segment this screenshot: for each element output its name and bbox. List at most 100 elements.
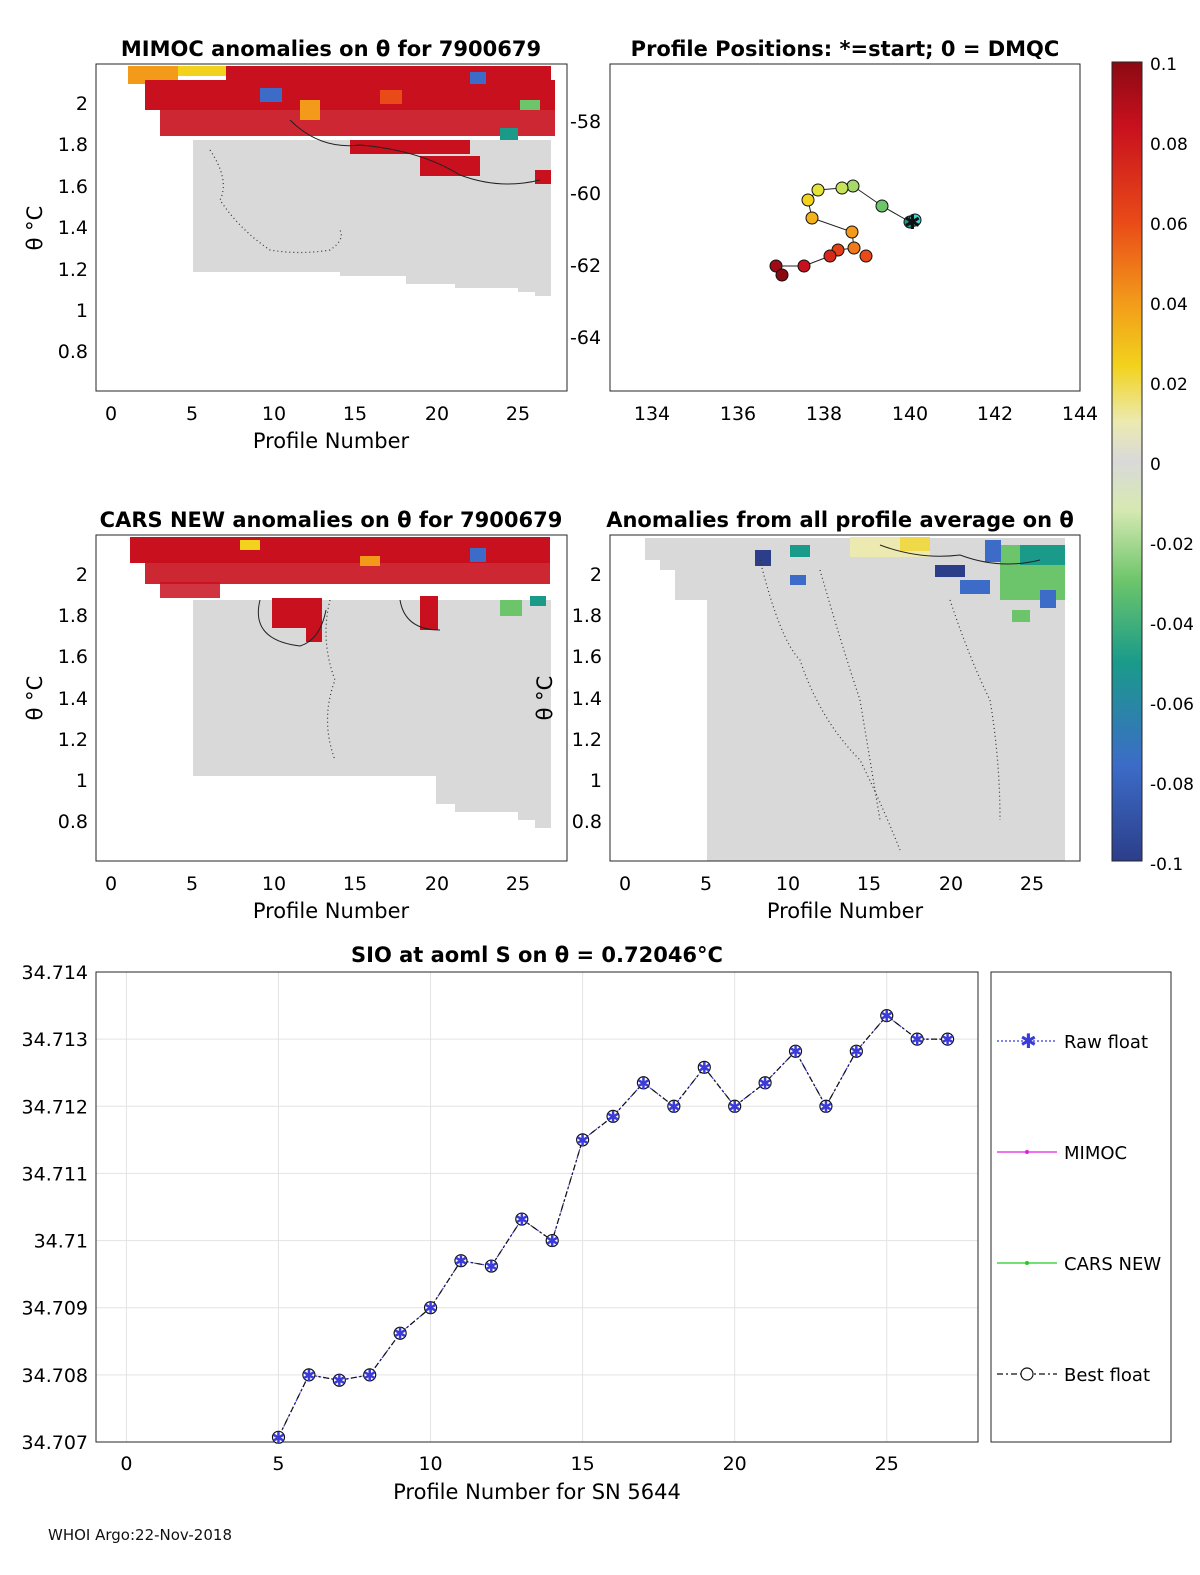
colorbar-tick: 0.1	[1150, 55, 1177, 75]
series-line-best	[277, 1014, 948, 1438]
positions-x-ticks: 134 136 138 140 142 144	[634, 403, 1098, 425]
average-y-ticks: 2 1.8 1.6 1.4 1.2 1 0.8	[572, 564, 602, 833]
raw-float-point: ✱	[850, 1042, 863, 1061]
legend-entry: MIMOC	[1064, 1143, 1127, 1164]
y-tick-label: 34.714	[22, 962, 88, 984]
legend-entry: CARS NEW	[1064, 1254, 1161, 1275]
mimoc-x-label: Profile Number	[253, 429, 410, 453]
chart-x-label: Profile Number for SN 5644	[393, 1480, 681, 1504]
position-marker	[823, 249, 837, 263]
colorbar-tick: 0.04	[1150, 295, 1188, 315]
legend-cars-dot-icon	[1025, 1261, 1029, 1265]
chart-ticks: 0 5 10 15 20 25 34.714 34.713 34.712 34.711 34.71 3…	[22, 962, 899, 1475]
colorbar: 0.1 0.08 0.06 0.04 0.02 0 -0.02 -0.04 -0…	[1111, 55, 1194, 875]
mimoc-heatmap	[128, 66, 555, 296]
raw-float-point: ✱	[758, 1074, 771, 1093]
colorbar-tick: 0	[1150, 455, 1161, 475]
cars-panel: CARS NEW anomalies on θ for 7900679 0 5 …	[23, 508, 568, 923]
best-float-point	[728, 1099, 742, 1113]
cars-x-label: Profile Number	[253, 899, 410, 923]
y-tick-label: 1.2	[58, 729, 88, 751]
y-tick-label: 2	[76, 93, 88, 115]
x-tick-label: 0	[105, 873, 117, 895]
mimoc-x-ticks: 0 5 10 15 20 25	[105, 403, 530, 425]
best-float-point	[271, 1430, 286, 1444]
y-tick-label: 34.709	[22, 1298, 88, 1320]
positions-track: ✱	[769, 179, 922, 282]
raw-float-point: ✱	[424, 1299, 437, 1318]
raw-float-point: ✱	[941, 1030, 954, 1049]
colorbar-tick: 0.06	[1150, 215, 1188, 235]
salinity-chart: SIO at aoml S on θ = 0.72046°C 0 5 10 15 20 2…	[22, 943, 1172, 1504]
raw-float-point: ✱	[302, 1366, 315, 1385]
chart-grid	[96, 971, 978, 1443]
y-tick-label: 0.8	[58, 341, 88, 363]
chart-legend: ✱ Raw float MIMOC CARS NEW Best float	[990, 971, 1172, 1443]
position-marker	[801, 193, 815, 207]
x-tick-label: 10	[262, 403, 286, 425]
best-float-point	[363, 1368, 377, 1382]
y-tick-label: 1.6	[58, 646, 88, 668]
mimoc-panel: MIMOC anomalies on θ for 7900679 0 5 10	[23, 37, 568, 453]
x-tick-label: 134	[634, 403, 670, 425]
x-tick-label: 138	[806, 403, 842, 425]
position-marker	[847, 241, 861, 255]
y-tick-label: -62	[570, 255, 601, 277]
x-tick-label: 15	[571, 1453, 595, 1475]
raw-float-point: ✱	[272, 1428, 285, 1447]
legend-entry: Raw float	[1064, 1032, 1148, 1053]
best-float-point	[606, 1109, 620, 1123]
best-float-point	[454, 1254, 468, 1268]
raw-float-point: ✱	[454, 1252, 467, 1271]
average-y-label: θ °C	[533, 676, 557, 721]
y-tick-label: -60	[570, 183, 601, 205]
cars-title: CARS NEW anomalies on θ for 7900679	[100, 508, 563, 532]
best-float-point	[819, 1099, 833, 1113]
raw-float-point: ✱	[728, 1097, 741, 1116]
x-tick-label: 142	[977, 403, 1013, 425]
footer-credit: WHOI Argo:22-Nov-2018	[48, 1526, 232, 1544]
position-marker	[835, 181, 849, 195]
x-tick-label: 0	[105, 403, 117, 425]
y-tick-label: 1.8	[58, 134, 88, 156]
y-tick-label: 2	[590, 564, 602, 586]
best-float-point	[788, 1044, 803, 1058]
y-tick-label: 1.8	[572, 605, 602, 627]
raw-float-point: ✱	[637, 1074, 650, 1093]
x-tick-label: 15	[857, 873, 881, 895]
open-circle-marker-icon	[1020, 1367, 1034, 1381]
best-float-point	[910, 1032, 924, 1046]
x-tick-label: 25	[506, 403, 530, 425]
best-float-point	[302, 1368, 316, 1382]
cars-heatmap	[130, 537, 551, 828]
x-tick-label: 5	[186, 873, 198, 895]
position-marker	[769, 259, 783, 273]
x-tick-label: 10	[262, 873, 286, 895]
best-float-point	[880, 1009, 894, 1023]
best-float-point	[667, 1099, 681, 1113]
start-marker-icon: ✱	[904, 210, 921, 234]
asterisk-marker-icon: ✱	[1020, 1029, 1037, 1053]
x-tick-label: 25	[506, 873, 530, 895]
legend-mimoc-dot-icon	[1025, 1150, 1029, 1154]
x-tick-label: 15	[343, 873, 367, 895]
average-title: Anomalies from all profile average on θ	[606, 508, 1074, 532]
x-tick-label: 140	[892, 403, 928, 425]
best-float-point	[697, 1060, 711, 1074]
colorbar-tick: -0.06	[1150, 695, 1194, 715]
positions-panel: Profile Positions: *=start; 0 = DMQC ✱ 1…	[570, 37, 1098, 425]
y-tick-label: 34.712	[22, 1096, 88, 1118]
colorbar-tick: 0.08	[1150, 135, 1188, 155]
average-panel: Anomalies from all profile average on θ …	[533, 508, 1081, 923]
y-tick-label: 1.4	[572, 688, 602, 710]
raw-float-point: ✱	[667, 1097, 680, 1116]
x-tick-label: 5	[700, 873, 712, 895]
cars-y-label: θ °C	[23, 676, 47, 721]
x-tick-label: 10	[418, 1453, 442, 1475]
y-tick-label: 34.708	[22, 1365, 88, 1387]
position-marker	[811, 183, 825, 197]
legend-entry: Best float	[1064, 1365, 1150, 1386]
best-float-point	[545, 1233, 559, 1248]
y-tick-label: 0.8	[58, 811, 88, 833]
y-tick-label: 1.4	[58, 217, 88, 239]
